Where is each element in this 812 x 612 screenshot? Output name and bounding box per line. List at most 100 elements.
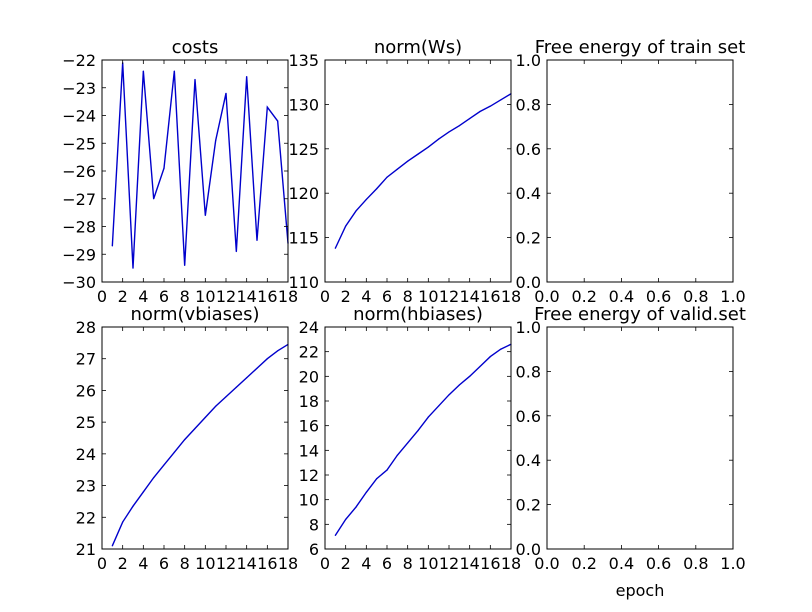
series-line-1 bbox=[111, 62, 289, 269]
data-point bbox=[204, 214, 206, 216]
data-point bbox=[500, 99, 502, 101]
y-tick-label: 120 bbox=[288, 184, 319, 203]
data-point bbox=[246, 76, 248, 78]
y-tick-label: 115 bbox=[288, 229, 319, 248]
y-tick-label: 24 bbox=[76, 445, 96, 464]
data-point bbox=[132, 505, 134, 507]
subplots: 0 2 4 6 8 10 12 14 16 18−30−29−28−27−26−25−24−23−… bbox=[62, 37, 746, 573]
y-tick-label: 125 bbox=[288, 140, 319, 159]
data-point bbox=[438, 138, 440, 140]
series-line-1 bbox=[334, 343, 512, 536]
data-point bbox=[225, 396, 227, 398]
data-point bbox=[376, 188, 378, 190]
data-point bbox=[489, 356, 491, 358]
series-line-1 bbox=[111, 343, 289, 547]
data-point bbox=[266, 106, 268, 108]
x-tick-label: 10 bbox=[418, 287, 438, 306]
data-point bbox=[194, 78, 196, 81]
x-tick-label: 14 bbox=[236, 554, 256, 573]
x-tick-label: 0 bbox=[97, 554, 107, 573]
x-tick-label: 0.2 bbox=[571, 554, 596, 573]
y-tick-label: 25 bbox=[76, 413, 96, 432]
axes-frame bbox=[101, 326, 289, 550]
x-tick-label: 0.4 bbox=[609, 554, 634, 573]
y-tick-label: 0.4 bbox=[516, 451, 541, 470]
data-point bbox=[277, 350, 279, 352]
y-tick-label: 20 bbox=[299, 367, 319, 386]
y-tick-label: 0.2 bbox=[516, 496, 541, 515]
data-point bbox=[153, 477, 155, 479]
x-tick-label: 4 bbox=[361, 287, 371, 306]
x-tick-label: 18 bbox=[278, 287, 298, 306]
y-tick-label: 6 bbox=[309, 540, 319, 559]
data-point bbox=[235, 386, 237, 388]
x-tick-label: 16 bbox=[480, 554, 500, 573]
chart-title: norm(vbiases) bbox=[130, 304, 259, 325]
chart-title: norm(hbiases) bbox=[353, 304, 483, 325]
data-point bbox=[163, 167, 165, 169]
data-point bbox=[256, 367, 258, 369]
y-tick-label: 14 bbox=[299, 441, 319, 460]
x-tick-label: 0.8 bbox=[683, 287, 708, 306]
x-tick-label: 12 bbox=[216, 554, 236, 573]
x-tick-label: 0.0 bbox=[534, 554, 559, 573]
axes-frame bbox=[546, 326, 734, 550]
y-tick-label: 1.0 bbox=[516, 51, 541, 70]
data-point bbox=[376, 478, 378, 480]
y-tick-label: 16 bbox=[299, 417, 319, 436]
y-tick-label: −22 bbox=[62, 51, 96, 70]
subplot-4: 0 2 4 6 8 10 12 14 16 182122232425262728norm(vbia… bbox=[76, 304, 299, 573]
y-tick-label: −26 bbox=[62, 162, 96, 181]
chart-title: norm(Ws) bbox=[374, 37, 462, 58]
x-tick-label: 16 bbox=[257, 554, 277, 573]
x-tick-label: 0.2 bbox=[571, 287, 596, 306]
data-point bbox=[142, 491, 144, 493]
x-tick-label: 4 bbox=[138, 554, 148, 573]
data-point bbox=[173, 70, 175, 72]
data-point bbox=[256, 239, 258, 241]
data-point bbox=[469, 375, 471, 377]
data-point bbox=[407, 160, 409, 162]
data-point bbox=[215, 405, 217, 407]
y-tick-label: 26 bbox=[76, 381, 96, 400]
data-point bbox=[396, 168, 398, 170]
figure-xlabel: epoch bbox=[616, 581, 665, 600]
y-tick-label: −23 bbox=[62, 79, 96, 98]
y-tick-label: −28 bbox=[62, 218, 96, 237]
axes-frame bbox=[546, 59, 734, 283]
x-tick-label: 6 bbox=[159, 554, 169, 573]
data-point bbox=[479, 110, 481, 113]
y-tick-label: 0.0 bbox=[516, 540, 541, 559]
y-tick-label: 1.0 bbox=[516, 318, 541, 337]
chart-title: costs bbox=[172, 37, 219, 58]
y-tick-label: 22 bbox=[299, 343, 319, 362]
y-tick-label: 130 bbox=[288, 95, 319, 114]
y-tick-label: 21 bbox=[76, 540, 96, 559]
data-point bbox=[396, 454, 398, 456]
x-tick-label: 12 bbox=[439, 554, 459, 573]
y-tick-label: 0.6 bbox=[516, 407, 541, 426]
axes-frame bbox=[324, 326, 512, 550]
x-tick-label: 2 bbox=[341, 287, 351, 306]
x-tick-label: 12 bbox=[216, 287, 236, 306]
x-tick-label: 8 bbox=[180, 554, 190, 573]
x-tick-label: 8 bbox=[403, 554, 413, 573]
y-tick-label: 0.2 bbox=[516, 229, 541, 248]
axes-frame bbox=[324, 59, 512, 283]
x-tick-label: 12 bbox=[439, 287, 459, 306]
data-point bbox=[334, 534, 336, 537]
x-tick-label: 4 bbox=[138, 287, 148, 306]
y-tick-label: 110 bbox=[288, 273, 319, 292]
x-tick-label: 6 bbox=[159, 287, 169, 306]
y-tick-label: −27 bbox=[62, 190, 96, 209]
x-tick-label: 10 bbox=[195, 287, 215, 306]
data-point bbox=[407, 442, 409, 444]
subplot-3: 0.0 0.2 0.4 0.6 0.8 1.00.00.20.40.60.81.0Free… bbox=[516, 37, 746, 306]
data-point bbox=[448, 131, 450, 133]
data-point bbox=[173, 451, 175, 453]
x-tick-label: 2 bbox=[118, 287, 128, 306]
data-point bbox=[448, 394, 450, 396]
data-point bbox=[355, 210, 357, 212]
x-tick-label: 16 bbox=[480, 287, 500, 306]
